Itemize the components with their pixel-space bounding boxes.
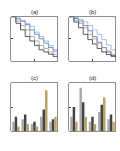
- svg-text:(c): (c): [31, 75, 38, 81]
- svg-text:(b): (b): [89, 9, 96, 15]
- svg-text:(d): (d): [89, 75, 96, 81]
- svg-text:(a): (a): [31, 9, 38, 15]
